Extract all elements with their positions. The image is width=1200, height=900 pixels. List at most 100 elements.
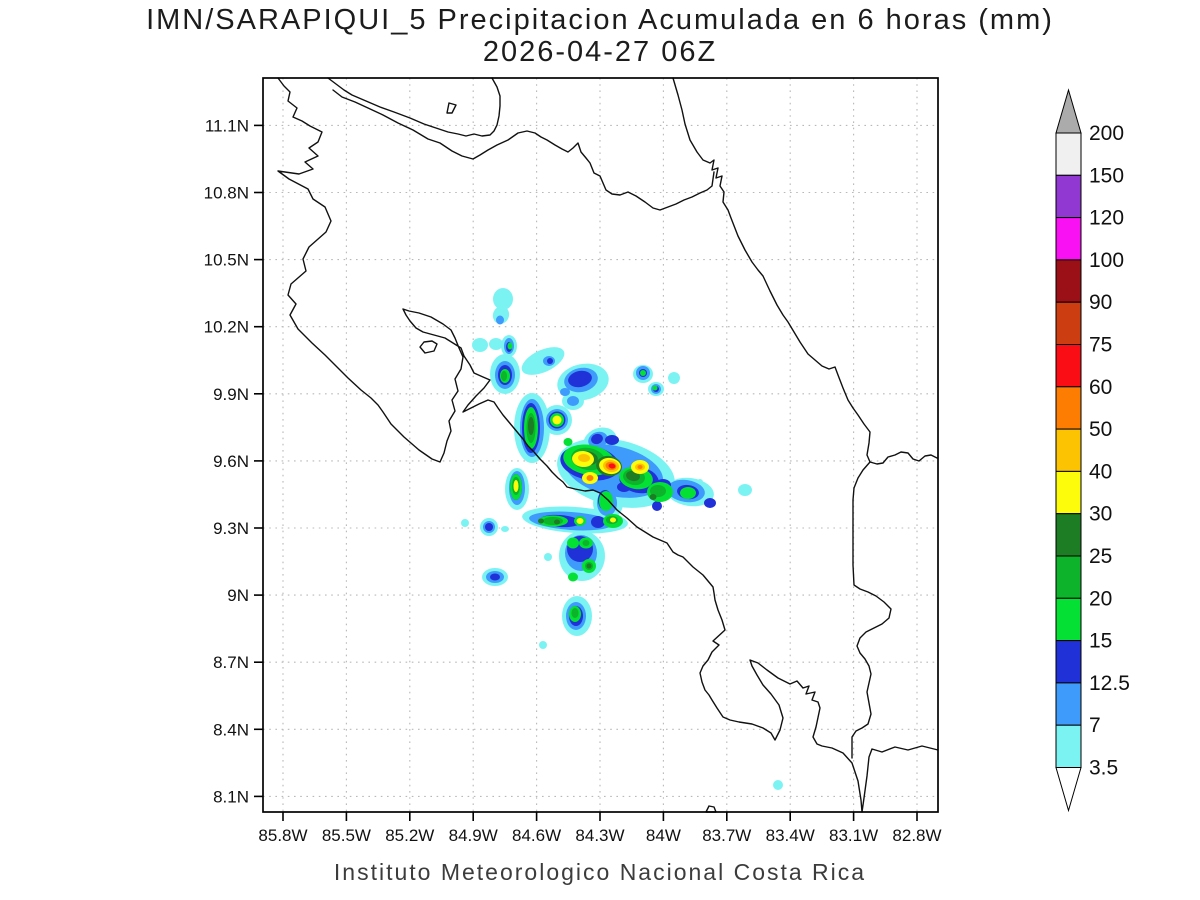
- coast-caribbean: [672, 77, 938, 465]
- lat-tick-label: 10.2N: [204, 318, 249, 337]
- coast-pacific-costa-rica: [277, 77, 939, 813]
- colorbar-segment: [1055, 132, 1082, 176]
- precip-blob-level-30: [552, 415, 562, 425]
- colorbar-segment: [1055, 386, 1082, 430]
- precip-blob-level-3.5: [472, 338, 488, 352]
- colorbar-tick-label: 12.5: [1089, 672, 1130, 695]
- colorbar-segment: [1055, 682, 1082, 726]
- colorbar-segment: [1055, 301, 1082, 346]
- border-nicaragua: [332, 89, 715, 211]
- lat-tick-label: 9N: [227, 586, 249, 605]
- precip-blob-level-15: [568, 572, 578, 582]
- coastline-layer: [277, 77, 939, 813]
- grid-layer: [263, 78, 938, 812]
- precip-blob-level-7: [496, 315, 504, 325]
- colorbar-arrow-top: [1055, 88, 1082, 134]
- precip-blob-level-12.5: [547, 358, 553, 364]
- precip-blob-level-15: [652, 385, 658, 391]
- precip-blob-level-30: [513, 480, 519, 492]
- plot-subtitle-datetime: 2026-04-27 06Z: [482, 36, 718, 68]
- colorbar-tick-label: 200: [1089, 122, 1124, 145]
- colorbar-segment: [1055, 217, 1082, 261]
- colorbar-segment: [1055, 344, 1082, 388]
- lon-tick-label: 85.2W: [385, 826, 434, 845]
- lon-tick-label: 83.7W: [702, 826, 751, 845]
- precip-blob-level-20: [650, 485, 666, 497]
- lake-nicaragua-shore: [327, 77, 501, 137]
- colorbar-tick-label: 120: [1089, 207, 1124, 230]
- colorbar-tick-label: 7: [1089, 714, 1101, 737]
- lon-tick-label: 84.6W: [512, 826, 561, 845]
- precip-blob-level-3.5: [738, 484, 752, 496]
- colorbar-tick-label: 15: [1089, 630, 1112, 653]
- colorbar-segment: [1055, 259, 1082, 303]
- precip-blob-level-15: [680, 487, 696, 499]
- lon-tick-label: 84.3W: [575, 826, 624, 845]
- precip-blob-level-15: [507, 342, 513, 350]
- attribution-footer: Instituto Meteorologico Nacional Costa R…: [333, 859, 867, 885]
- colorbar-segment: [1055, 724, 1082, 769]
- precip-blob-level-25: [528, 417, 534, 435]
- island-chira: [419, 340, 438, 354]
- precip-blob-level-7: [560, 388, 570, 396]
- precip-blob-level-30: [576, 518, 584, 524]
- precip-blob-level-25: [538, 518, 544, 524]
- lon-tick-label: 82.8W: [892, 826, 941, 845]
- precip-blob-level-3.5: [539, 641, 547, 649]
- precip-blob-level-12.5: [652, 501, 662, 511]
- precip-blob-level-40: [578, 453, 590, 463]
- colorbar-tick-label: 30: [1089, 503, 1112, 526]
- border-panama: [851, 461, 892, 759]
- colorbar-segment: [1055, 597, 1082, 642]
- precip-blob-level-12.5: [591, 516, 605, 528]
- colorbar-segment: [1055, 174, 1082, 219]
- colorbar-arrow-bottom: [1055, 767, 1082, 813]
- colorbar-legend: 200 150 120 100 90 75 60 50 40 30 25 20 15 12.5 7 3.5: [1055, 88, 1130, 813]
- island-lake: [446, 102, 457, 114]
- colorbar-segment: [1055, 428, 1082, 472]
- lat-tick-label: 8.7N: [213, 653, 249, 672]
- colorbar-tick-label: 60: [1089, 376, 1112, 399]
- precip-blob-level-12.5: [605, 435, 619, 445]
- colorbar-tick-label: 100: [1089, 249, 1124, 272]
- precip-blob-level-3.5: [493, 288, 513, 310]
- precip-blob-level-30: [610, 517, 616, 523]
- colorbar-tick-label: 75: [1089, 334, 1112, 357]
- colorbar-tick-label: 3.5: [1089, 757, 1118, 780]
- precip-blob-level-50: [586, 475, 594, 481]
- precip-blob-level-15: [563, 438, 573, 446]
- precip-blob-level-12.5: [568, 370, 592, 388]
- lon-tick-label: 85.8W: [258, 826, 307, 845]
- map-frame: [262, 77, 939, 813]
- precip-blob-level-15: [640, 370, 646, 376]
- colorbar-segment: [1055, 555, 1082, 599]
- precip-blob-level-12.5: [591, 433, 603, 445]
- colorbar-tick-label: 40: [1089, 460, 1112, 483]
- precip-blob-level-3.5: [544, 553, 552, 561]
- colorbar-tick-label: 25: [1089, 545, 1112, 568]
- lon-tick-label: 84W: [646, 826, 681, 845]
- precip-blob-level-3.5: [697, 479, 703, 485]
- axis-layer: 11.1N 10.8N 10.5N 10.2N 9.9N 9.6N 9.3N 9N 8.7N 8.…: [204, 77, 942, 845]
- precip-blob-level-25: [649, 494, 657, 500]
- precip-blob-level-50: [637, 465, 643, 469]
- lat-tick-label: 8.1N: [213, 787, 249, 806]
- colorbar-segment: [1055, 470, 1082, 515]
- lat-tick-label: 9.9N: [213, 385, 249, 404]
- precip-blob-level-3.5: [489, 338, 503, 350]
- precip-blob-level-25: [554, 519, 560, 525]
- precip-blob-level-25: [586, 563, 592, 569]
- precip-blob-level-20: [571, 608, 579, 618]
- precip-blob-level-3.5: [668, 372, 680, 384]
- precip-blob-level-20: [582, 540, 590, 546]
- precip-blob-level-20: [543, 517, 563, 525]
- islet-south: [705, 805, 717, 813]
- lon-tick-label: 83.1W: [829, 826, 878, 845]
- lat-tick-label: 10.8N: [204, 184, 249, 203]
- plot-title: IMN/SARAPIQUI_5 Precipitacion Acumulada …: [146, 4, 1054, 36]
- colorbar-segment: [1055, 640, 1082, 684]
- lat-tick-label: 9.3N: [213, 519, 249, 538]
- precip-blob-level-7: [567, 396, 579, 406]
